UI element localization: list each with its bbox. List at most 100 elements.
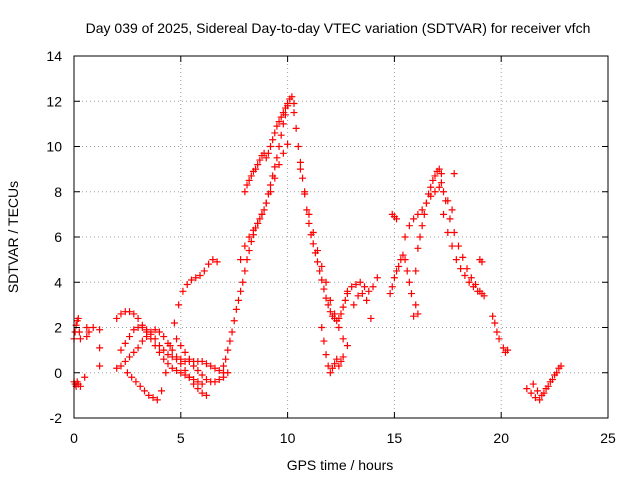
data-point [279, 149, 287, 157]
series-seg-d-cross [117, 324, 228, 377]
data-point [410, 312, 418, 320]
data-point [256, 156, 264, 164]
data-point [412, 267, 420, 275]
data-point [187, 276, 195, 284]
data-point [177, 355, 185, 363]
data-point [358, 290, 366, 298]
data-point [314, 247, 322, 255]
data-point [337, 357, 345, 365]
data-point [318, 276, 326, 284]
data-point [277, 113, 285, 121]
y-axis-label: SDTVAR / TECUs [5, 181, 21, 293]
data-point [113, 314, 121, 322]
data-point [271, 129, 279, 137]
data-point [222, 355, 230, 363]
data-point [130, 326, 138, 334]
data-point [126, 333, 134, 341]
data-point [403, 267, 411, 275]
data-point [296, 165, 304, 173]
x-tick-label: 15 [387, 430, 403, 446]
data-point [160, 355, 168, 363]
data-point [350, 301, 358, 309]
series-late-drop [489, 312, 512, 356]
data-point [243, 181, 251, 189]
series-seg-e-low [173, 335, 232, 386]
data-point [245, 233, 253, 241]
data-point [551, 371, 559, 379]
data-point [504, 346, 512, 354]
data-point [343, 287, 351, 295]
data-point [271, 163, 279, 171]
data-point [337, 310, 345, 318]
data-point [457, 265, 465, 273]
data-point [166, 342, 174, 350]
data-point [264, 149, 272, 157]
data-point [190, 362, 198, 370]
data-point [393, 215, 401, 223]
data-point [365, 287, 373, 295]
data-point [275, 143, 283, 150]
series-seg-c-rise [123, 256, 221, 404]
data-point [399, 251, 407, 259]
data-point [529, 380, 537, 388]
data-point [147, 330, 155, 338]
data-point [331, 310, 339, 318]
data-point [183, 281, 191, 289]
data-point [168, 346, 176, 354]
x-tick-label: 0 [70, 430, 78, 446]
data-point [427, 192, 435, 200]
data-point [461, 271, 469, 279]
data-point [318, 262, 326, 270]
data-point [162, 369, 170, 377]
data-point [431, 188, 439, 196]
series-second-fall-b [440, 210, 486, 298]
data-point [198, 389, 206, 397]
data-point [262, 154, 270, 162]
data-point [136, 382, 144, 390]
data-point [170, 319, 178, 327]
data-point [405, 278, 413, 286]
data-point [427, 183, 435, 191]
data-point [202, 376, 210, 384]
data-point [181, 348, 189, 356]
data-point [226, 337, 234, 345]
data-point [316, 267, 324, 275]
data-point [121, 339, 129, 347]
data-point [209, 256, 217, 264]
data-point [273, 154, 281, 162]
data-point [279, 109, 287, 117]
series-second-rise [386, 165, 445, 320]
data-point [290, 109, 298, 117]
data-point [198, 380, 206, 388]
data-point [245, 247, 253, 255]
data-point [324, 301, 332, 309]
data-point [75, 328, 83, 336]
data-point [207, 362, 215, 370]
data-point [211, 364, 219, 372]
data-point [452, 256, 460, 264]
data-point [126, 353, 134, 361]
data-point [194, 385, 202, 393]
data-point [401, 256, 409, 264]
data-point [301, 188, 309, 196]
data-point [194, 378, 202, 386]
data-point [196, 271, 204, 279]
data-point [542, 385, 550, 393]
data-point [499, 344, 507, 352]
data-point [450, 228, 458, 236]
series-isolated [388, 170, 486, 318]
data-point [288, 93, 296, 101]
data-point [177, 369, 185, 377]
data-point [465, 278, 473, 286]
data-point [546, 378, 554, 386]
data-point [422, 199, 430, 207]
data-point [339, 335, 347, 343]
series-lower-branch [237, 140, 292, 264]
series-seg-b-arc [113, 308, 206, 388]
data-point [322, 351, 330, 359]
data-point [249, 226, 257, 234]
data-point [326, 308, 334, 316]
x-tick-label: 25 [600, 430, 616, 446]
data-point [531, 394, 539, 402]
data-point [469, 283, 477, 291]
